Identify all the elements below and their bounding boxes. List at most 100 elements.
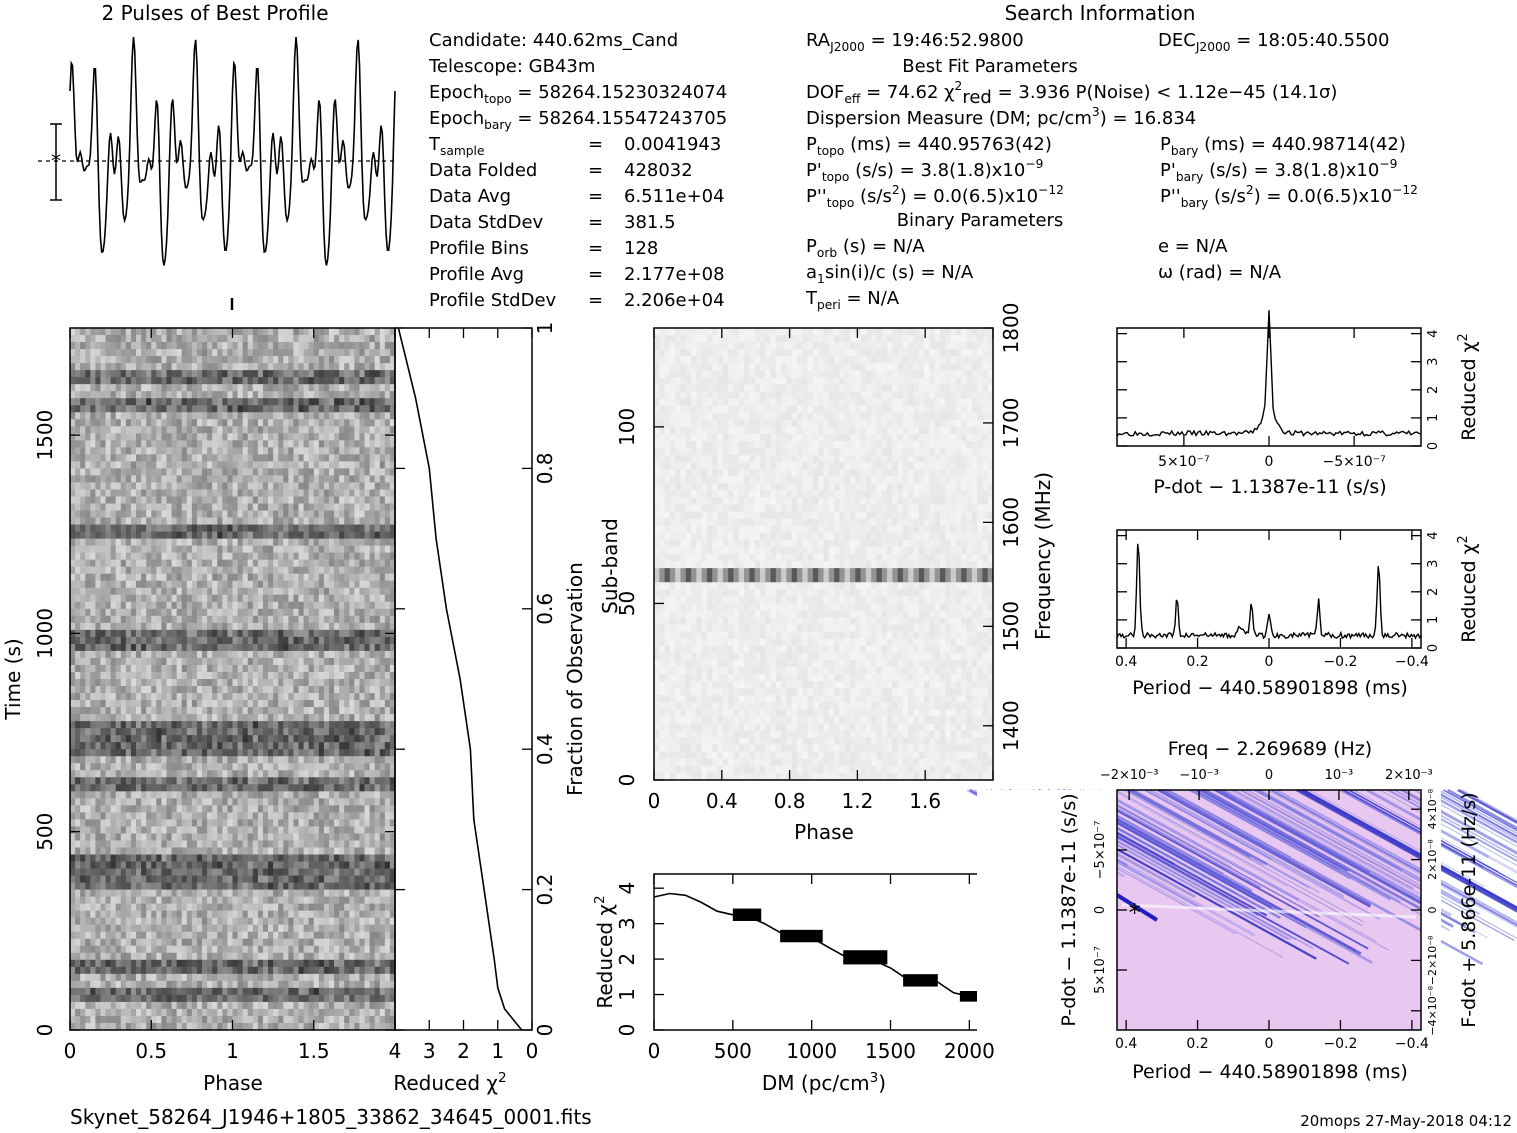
heatmap-cell	[70, 377, 76, 385]
heatmap-cell	[242, 679, 249, 687]
heatmap-cell	[313, 552, 320, 561]
heatmap-cell	[384, 566, 391, 575]
heatmap-cell	[349, 454, 355, 462]
heatmap-cell	[90, 608, 96, 617]
heatmap-cell	[217, 763, 223, 771]
heatmap-cell	[85, 643, 91, 652]
heatmap-cell	[232, 538, 238, 547]
heatmap-cell	[95, 826, 101, 834]
heatmap-cell	[384, 552, 391, 561]
heatmap-cell	[141, 777, 147, 785]
heatmap-cell	[191, 707, 198, 715]
heatmap-cell	[308, 440, 315, 448]
heatmap-cell	[70, 812, 76, 820]
heatmap-cell	[125, 615, 132, 624]
heatmap-cell	[171, 664, 178, 673]
heatmap-cell	[125, 454, 132, 462]
heatmap-cell	[70, 503, 76, 511]
heatmap-cell	[369, 721, 376, 729]
heatmap-cell	[349, 531, 355, 539]
heatmap-cell	[80, 742, 86, 750]
heatmap-cell	[105, 587, 112, 596]
heatmap-cell	[90, 468, 96, 476]
heatmap-cell	[278, 728, 284, 736]
heatmap-cell	[313, 826, 320, 834]
heatmap-cell	[212, 601, 218, 610]
heatmap-cell	[151, 826, 157, 834]
heatmap-cell	[293, 854, 299, 862]
heatmap-cell	[146, 714, 152, 722]
heatmap-cell	[75, 749, 81, 757]
heatmap-cell	[217, 545, 223, 554]
heatmap-cell	[339, 763, 345, 771]
heatmap-cell	[323, 370, 330, 378]
heatmap-cell	[80, 805, 86, 813]
heatmap-cell	[110, 728, 117, 736]
heatmap-cell	[298, 433, 304, 441]
heatmap-cell	[136, 700, 142, 708]
heatmap-cell	[80, 847, 86, 855]
heatmap-cell	[202, 419, 208, 427]
heatmap-cell	[308, 377, 315, 385]
heatmap-cell	[344, 819, 350, 827]
heatmap-cell	[105, 756, 112, 764]
heatmap-cell	[100, 742, 106, 750]
heatmap-cell	[323, 833, 330, 841]
heatmap-cell	[339, 587, 345, 596]
heatmap-cell	[90, 777, 96, 785]
heatmap-cell	[120, 686, 127, 694]
heatmap-cell	[303, 861, 310, 869]
heatmap-cell	[166, 812, 172, 820]
heatmap-cell	[379, 447, 386, 455]
heatmap-cell	[70, 735, 76, 743]
heatmap-cell	[293, 650, 299, 659]
heatmap-cell	[374, 812, 381, 820]
heatmap-cell	[110, 700, 117, 708]
heatmap-cell	[278, 433, 284, 441]
heatmap-cell	[339, 531, 345, 539]
heatmap-cell	[207, 503, 213, 511]
heatmap-cell	[374, 517, 381, 525]
heatmap-cell	[354, 700, 360, 708]
heatmap-cell	[171, 356, 178, 364]
heatmap-cell	[115, 384, 122, 392]
heatmap-cell	[141, 468, 147, 476]
heatmap-cell	[176, 510, 183, 518]
error-bar-marker: *	[51, 149, 61, 173]
heatmap-cell	[181, 363, 188, 371]
heatmap-cell	[227, 517, 233, 525]
heatmap-cell	[80, 510, 86, 518]
heatmap-cell	[156, 763, 162, 771]
heatmap-cell	[334, 461, 340, 469]
heatmap-cell	[130, 461, 137, 469]
heatmap-cell	[222, 615, 228, 624]
heatmap-cell	[105, 559, 112, 568]
heatmap-cell	[196, 440, 203, 448]
heatmap-cell	[328, 531, 335, 539]
heatmap-cell	[115, 475, 122, 483]
heatmap-cell	[344, 693, 350, 701]
heatmap-cell	[323, 812, 330, 820]
heatmap-cell	[202, 791, 208, 799]
heatmap-cell	[161, 693, 167, 701]
pddot-bary: P''bary (s/s2) = 0.0(6.5)x10−12	[1160, 183, 1418, 210]
heatmap-cell	[308, 805, 315, 813]
heatmap-cell	[308, 356, 315, 364]
heatmap-cell	[181, 573, 188, 582]
heatmap-cell	[379, 377, 386, 385]
heatmap-cell	[344, 503, 350, 511]
heatmap-cell	[237, 650, 244, 659]
heatmap-cell	[161, 847, 167, 855]
heatmap-cell	[278, 826, 284, 834]
heatmap-cell	[278, 608, 284, 617]
heatmap-cell	[222, 517, 228, 525]
heatmap-cell	[242, 861, 249, 869]
heatmap-cell	[130, 482, 137, 490]
heatmap-cell	[227, 812, 233, 820]
heatmap-cell	[70, 531, 76, 539]
heatmap-cell	[237, 496, 244, 504]
heatmap-cell	[151, 552, 157, 561]
heatmap-cell	[359, 819, 365, 827]
heatmap-cell	[202, 335, 208, 343]
